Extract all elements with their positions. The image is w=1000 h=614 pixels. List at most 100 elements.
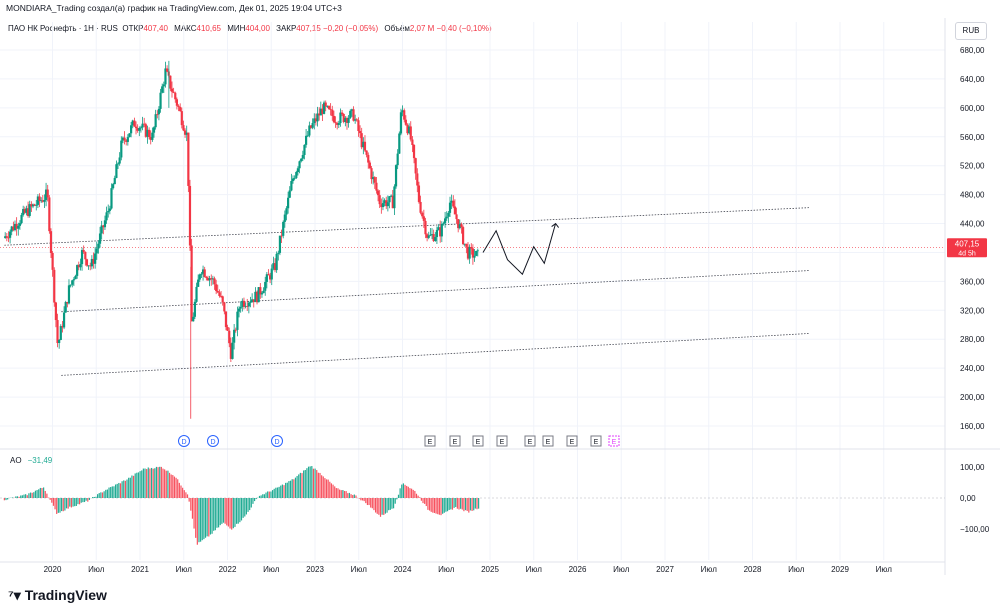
candle-body — [188, 185, 192, 246]
candle-body — [367, 154, 370, 163]
open-label: ОТКР — [122, 24, 144, 33]
candle-body — [267, 274, 270, 276]
time-tick-label: Июл — [176, 565, 193, 574]
candle-body — [259, 287, 262, 295]
candle-body — [236, 311, 239, 330]
candle-body — [198, 274, 201, 280]
candle-body — [190, 245, 193, 322]
candle-body — [417, 185, 421, 202]
candle-body — [251, 299, 254, 303]
candle-body — [246, 306, 249, 307]
candle-body — [332, 115, 335, 123]
time-tick-label: 2024 — [394, 565, 412, 574]
time-tick-label: Июл — [88, 565, 105, 574]
candle-body — [329, 108, 332, 110]
candle-body — [273, 263, 277, 271]
candle-body — [221, 296, 224, 303]
candle-body — [98, 233, 102, 244]
candle-body — [237, 308, 241, 312]
candle-body — [293, 177, 296, 179]
time-tick-label: 2027 — [656, 565, 674, 574]
candle-body — [95, 248, 98, 254]
candle-body — [143, 123, 146, 125]
candle-body — [313, 118, 316, 124]
candle-body — [233, 329, 236, 343]
candle-body — [126, 137, 129, 142]
tradingview-logo[interactable]: ⁷▾ TradingView — [8, 587, 107, 604]
candle-body — [192, 316, 195, 322]
symbol-name[interactable]: ПАО НК Роснефть · 1Н · RUS — [8, 24, 118, 33]
candle-body — [216, 290, 219, 293]
candle-body — [460, 224, 463, 228]
candle-body — [355, 119, 358, 121]
candle-body — [90, 258, 93, 267]
high-value: 410,65 — [196, 24, 221, 33]
time-tick-label: 2022 — [219, 565, 237, 574]
candle-body — [170, 88, 174, 92]
candle-body — [272, 263, 275, 269]
currency-button[interactable]: RUB — [955, 22, 987, 40]
candle-body — [365, 150, 368, 155]
candle-body — [59, 326, 62, 340]
candle-body — [48, 197, 51, 232]
candle-body — [151, 132, 154, 140]
candle-body — [434, 237, 437, 241]
candle-body — [77, 265, 80, 268]
forecast-arrowhead — [551, 222, 560, 228]
time-tick-label: Июл — [263, 565, 280, 574]
candle-body — [174, 92, 177, 100]
time-tick-label: 2028 — [744, 565, 762, 574]
candle-body — [69, 284, 72, 286]
candle-body — [17, 225, 20, 229]
candle-body — [393, 186, 396, 209]
candle-body — [304, 135, 308, 145]
candle-body — [358, 131, 362, 134]
candle-body — [403, 110, 406, 120]
last-price-badge — [947, 238, 987, 258]
candle-body — [38, 196, 41, 202]
candle-body — [164, 68, 167, 85]
candle-body — [201, 269, 205, 274]
candle-body — [249, 302, 252, 303]
candle-body — [314, 118, 318, 122]
candle-body — [215, 284, 218, 291]
candle-body — [121, 137, 125, 141]
candle-body — [226, 327, 229, 331]
trendline-upper-channel — [4, 207, 810, 246]
candle-body — [375, 182, 378, 191]
time-tick-label: 2023 — [306, 565, 324, 574]
candle-body — [427, 235, 430, 238]
ao-tick-label: −100,00 — [960, 525, 990, 534]
candle-body — [419, 201, 422, 213]
candle-body — [291, 178, 295, 182]
candle-body — [203, 269, 206, 277]
candle-body — [385, 200, 388, 207]
candle-body — [218, 292, 221, 296]
candle-body — [66, 302, 69, 304]
candle-body — [282, 221, 285, 236]
ao-tick-label: 0,00 — [960, 494, 976, 503]
candle-body — [448, 202, 452, 213]
price-tick-label: 560,00 — [960, 133, 985, 142]
candle-body — [309, 125, 313, 128]
candle-body — [311, 123, 314, 128]
candle-body — [398, 133, 401, 154]
candle-body — [205, 276, 208, 279]
candle-body — [53, 269, 56, 303]
time-tick-label: Июл — [701, 565, 718, 574]
ao-name[interactable]: AO — [10, 456, 22, 465]
candle-body — [390, 195, 393, 197]
earnings-marker — [472, 435, 484, 447]
candle-body — [399, 112, 403, 134]
candle-body — [134, 126, 138, 129]
candle-body — [471, 248, 475, 258]
open-value: 407,40 — [143, 24, 168, 33]
candle-body — [444, 218, 447, 224]
candle-body — [275, 253, 278, 271]
grid — [0, 18, 1000, 575]
candle-body — [378, 195, 381, 205]
candle-body — [255, 291, 259, 303]
candle-body — [182, 125, 185, 131]
candle-body — [82, 250, 85, 252]
